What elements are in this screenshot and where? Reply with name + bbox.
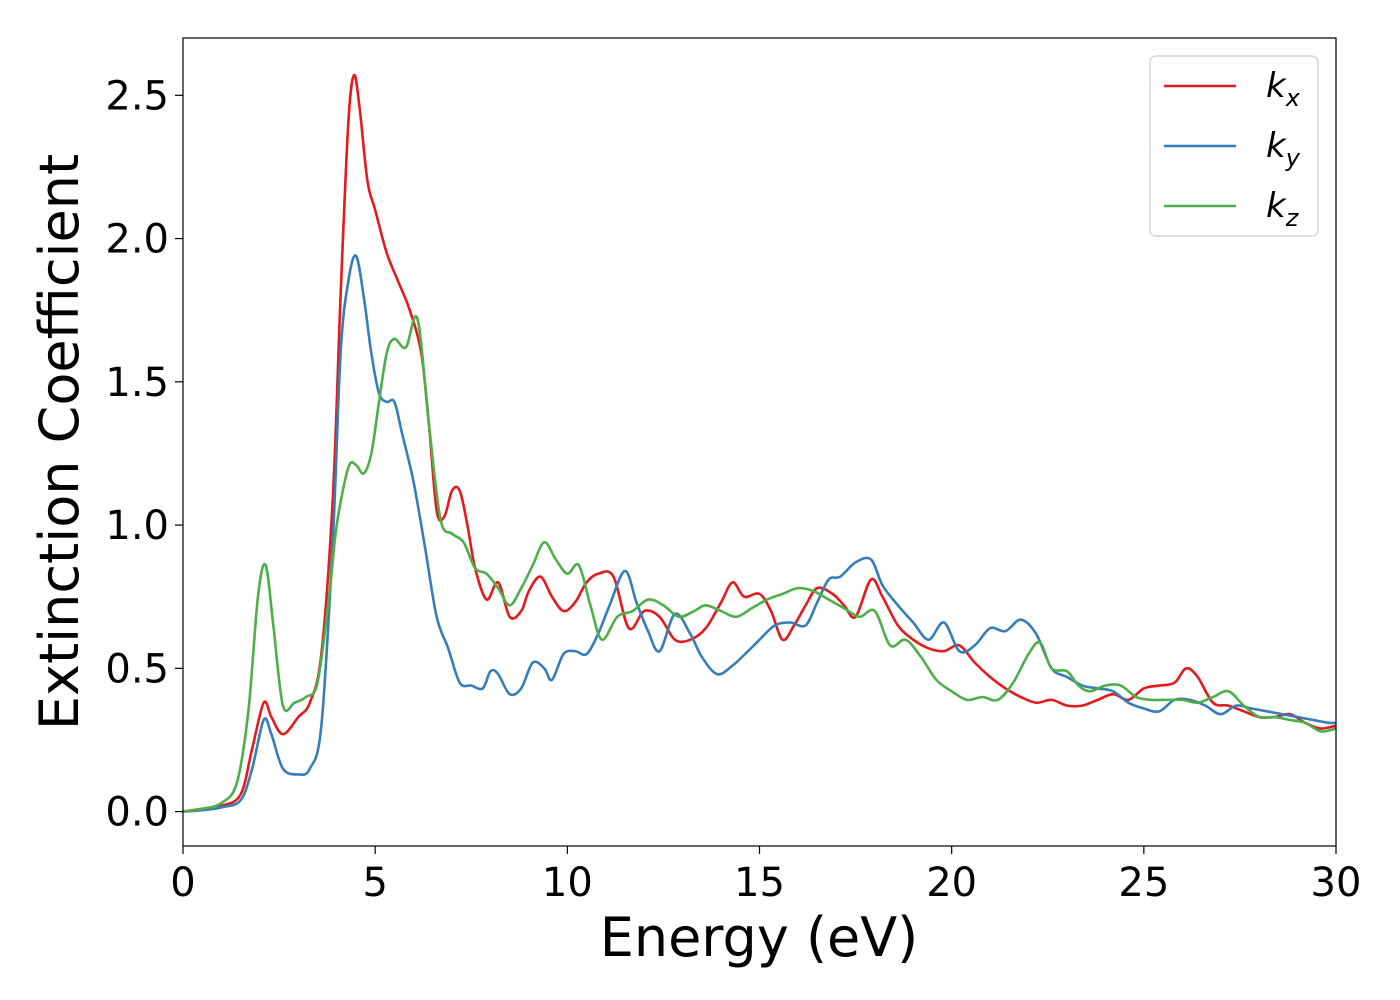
legend-label-z: kz [1266, 186, 1300, 232]
y-tick-label: 1.0 [105, 503, 169, 549]
y-axis: 0.0 0.5 1.0 1.5 2.0 2.5 [105, 73, 183, 836]
x-axis: 0 5 10 15 20 25 30 [170, 846, 1361, 906]
legend-label-x: kx [1266, 66, 1301, 112]
series-line-z [183, 314, 1336, 813]
y-tick-label: 2.0 [105, 217, 169, 263]
x-tick-label: 30 [1311, 860, 1362, 906]
legend-label-y: ky [1266, 126, 1301, 172]
x-axis-title: Energy (eV) [600, 906, 919, 969]
x-tick-label: 10 [542, 860, 593, 906]
x-tick-label: 5 [362, 860, 387, 906]
series-line-y [183, 254, 1336, 813]
series-layer [183, 73, 1336, 813]
legend: kx ky kz [1149, 55, 1319, 237]
x-tick-label: 15 [734, 860, 785, 906]
y-tick-label: 2.5 [105, 73, 169, 119]
y-tick-label: 0.5 [105, 646, 169, 692]
x-tick-label: 20 [926, 860, 977, 906]
y-tick-label: 1.5 [105, 360, 169, 406]
x-tick-label: 0 [170, 860, 195, 906]
y-axis-title: Extinction Coefficient [28, 154, 91, 730]
y-tick-label: 0.0 [105, 790, 169, 836]
series-line-x [183, 73, 1336, 813]
x-tick-label: 25 [1118, 860, 1169, 906]
